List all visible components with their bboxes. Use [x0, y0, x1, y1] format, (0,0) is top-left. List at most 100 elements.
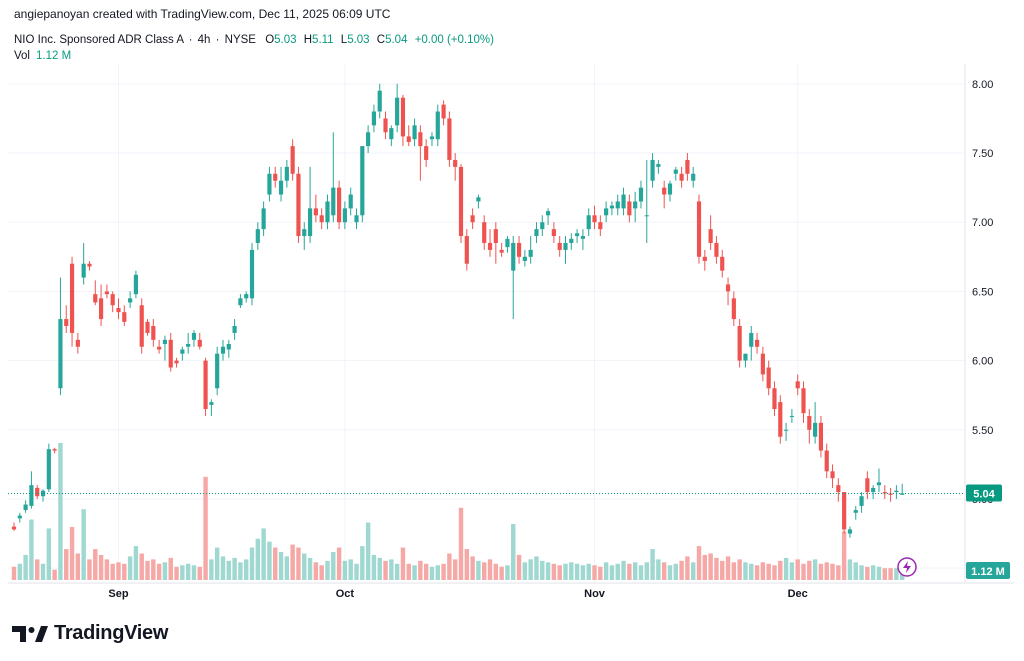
- candle: [290, 139, 295, 181]
- candle-body: [383, 118, 388, 133]
- candle: [389, 125, 394, 147]
- interval-label[interactable]: 4h: [197, 34, 211, 46]
- volume-label[interactable]: Vol: [14, 50, 30, 62]
- volume-bar: [870, 565, 876, 580]
- volume-bar: [23, 554, 28, 580]
- volume-bar: [661, 562, 667, 580]
- volume-bar: [35, 559, 40, 580]
- volume-bar: [58, 442, 63, 580]
- candle: [139, 298, 144, 354]
- volume-bar: [551, 563, 557, 580]
- volume-bar: [609, 565, 615, 580]
- candle: [296, 166, 301, 243]
- candle: [871, 485, 876, 499]
- candle: [64, 305, 69, 333]
- volume-bar: [435, 565, 440, 580]
- volume-bar: [865, 566, 870, 580]
- candle-body: [337, 187, 342, 223]
- candle: [128, 291, 133, 309]
- volume-bar: [365, 522, 371, 580]
- open-label: O: [265, 34, 275, 46]
- volume-bars: [11, 442, 905, 580]
- candle: [505, 236, 510, 253]
- volume-legend: Vol 1.12 M: [14, 50, 71, 62]
- date-tick-label: Sep: [108, 588, 128, 600]
- candle-body: [487, 242, 493, 250]
- symbol-name[interactable]: NIO Inc. Sponsored ADR Class A: [14, 34, 184, 46]
- candle-body: [592, 215, 597, 223]
- candle: [458, 164, 464, 243]
- candle: [75, 332, 80, 354]
- candle-body: [458, 166, 464, 237]
- volume-bar: [807, 560, 812, 580]
- volume-bar: [841, 531, 847, 580]
- high-value: 5.11: [312, 34, 334, 46]
- candle: [708, 215, 713, 250]
- volume-bar: [882, 568, 887, 580]
- candle-body: [737, 326, 742, 361]
- volume-bar: [249, 547, 255, 580]
- candle: [609, 201, 615, 216]
- candle: [592, 205, 597, 230]
- volume-bar: [818, 563, 824, 580]
- volume-bar: [685, 556, 690, 580]
- candle-body: [772, 388, 777, 410]
- candle-body: [64, 319, 69, 326]
- volume-bar: [743, 562, 748, 580]
- candle-body: [284, 166, 289, 181]
- volume-bar: [40, 563, 46, 580]
- volume-bar: [603, 562, 609, 580]
- candle: [772, 381, 777, 416]
- candle: [754, 332, 760, 354]
- candle-body: [203, 360, 208, 410]
- chart-credit-header: angiepanoyan created with TradingView.co…: [14, 7, 391, 21]
- lightning-icon[interactable]: [897, 557, 917, 577]
- candle: [23, 500, 28, 513]
- candle-body: [104, 291, 109, 295]
- candle: [882, 485, 887, 499]
- candle: [302, 222, 307, 250]
- candle-body: [894, 490, 899, 493]
- candle: [749, 326, 754, 361]
- candle: [371, 104, 377, 133]
- volume-bar: [586, 563, 591, 580]
- chart-axes: 8.007.507.006.506.005.505.004.50SepOctNo…: [8, 64, 1014, 600]
- candle: [888, 487, 893, 502]
- candle: [35, 485, 40, 499]
- price-tick-label: 7.00: [972, 217, 993, 229]
- candle: [325, 194, 330, 230]
- candle: [447, 111, 452, 167]
- candle-body: [360, 146, 365, 216]
- volume-bar: [789, 562, 795, 580]
- price-tick-label: 5.50: [972, 425, 993, 437]
- candle-body: [267, 173, 272, 195]
- volume-bar: [638, 565, 644, 580]
- candle: [93, 280, 98, 306]
- candle-body: [470, 215, 475, 223]
- candle-body: [760, 353, 765, 375]
- candle: [203, 357, 208, 416]
- candle-body: [180, 349, 185, 354]
- volume-bar: [244, 559, 249, 580]
- volume-bar: [702, 554, 708, 580]
- volume-bar: [174, 566, 179, 580]
- volume-bar: [749, 563, 754, 580]
- volume-bar: [464, 549, 470, 580]
- candle-body: [75, 339, 80, 347]
- candle: [29, 471, 34, 509]
- volume-bar: [569, 562, 574, 580]
- candle: [725, 277, 731, 306]
- candle: [249, 242, 255, 306]
- volume-bar: [679, 560, 684, 580]
- candle: [696, 194, 702, 264]
- candle: [569, 233, 574, 250]
- candle-body: [400, 97, 406, 137]
- candle-body: [609, 205, 615, 209]
- candle: [157, 339, 162, 354]
- candle-body: [17, 515, 22, 519]
- volume-bar: [377, 557, 382, 580]
- volume-bar: [725, 556, 731, 580]
- candle-body: [249, 249, 255, 299]
- candle-body: [575, 233, 580, 237]
